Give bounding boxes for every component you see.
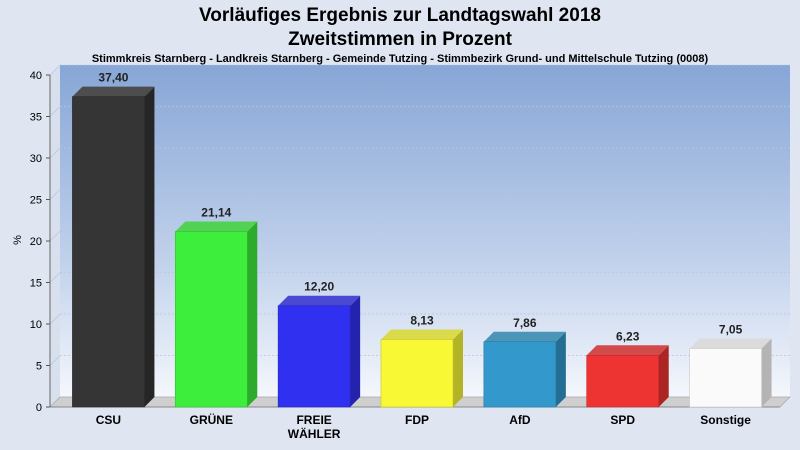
grid-line-depth (49, 272, 61, 283)
bar (380, 329, 463, 408)
bar-top (689, 338, 772, 349)
bar (483, 331, 566, 408)
bar-side (761, 338, 772, 407)
bar-top (175, 221, 258, 232)
grid-line-depth (49, 355, 61, 366)
bar (586, 345, 669, 408)
bar-front (277, 305, 351, 408)
x-tick-label: Sonstige (700, 413, 751, 427)
x-tick-label: FDP (405, 413, 429, 427)
grid-line-depth (49, 230, 61, 242)
bar-side (144, 86, 155, 407)
bar-top (586, 345, 669, 356)
bar (689, 338, 772, 408)
x-tick-label: SPD (610, 413, 635, 427)
bars (72, 86, 772, 408)
grid-line-depth (49, 147, 61, 159)
bar-side (350, 295, 361, 407)
axes: 0 5 10 15 20 25 30 35 40 (30, 70, 780, 414)
y-tick-label: 5 (36, 361, 42, 373)
bar-side (555, 331, 566, 407)
grid-line-depth (49, 106, 61, 117)
chart-title: Vorläufiges Ergebnis zur Landtagswahl 20… (0, 4, 800, 52)
bar (72, 86, 155, 408)
grid-line-depth (49, 313, 61, 325)
bar-side (658, 345, 669, 407)
bar-front (689, 348, 762, 408)
data-label: 12,20 (304, 280, 334, 294)
bar-front (72, 96, 145, 408)
chart-subtitle: Stimmkreis Starnberg - Landkreis Starnbe… (91, 53, 709, 65)
bar-top (278, 295, 361, 306)
y-tick-label: 20 (30, 236, 42, 248)
y-tick-label: 40 (30, 70, 42, 82)
y-tick-label: 0 (36, 402, 42, 414)
bar (277, 295, 361, 408)
chart-title-line1: Vorläufiges Ergebnis zur Landtagswahl 20… (199, 5, 601, 26)
data-label: 8,13 (410, 314, 434, 328)
bar-side (453, 329, 463, 407)
data-label: 6,23 (616, 329, 640, 343)
grid-line-depth (49, 189, 61, 200)
x-tick-label: FREIE (296, 413, 331, 427)
bar-top (381, 329, 463, 340)
data-label: 7,86 (513, 316, 537, 330)
data-label: 21,14 (201, 206, 231, 220)
bar-front (380, 339, 454, 408)
x-tick-label: CSU (96, 413, 121, 427)
x-tick-label: AfD (509, 413, 531, 427)
bar-front (586, 354, 660, 408)
grid-line-depth (49, 64, 61, 76)
y-tick-label: 10 (30, 319, 42, 331)
y-axis-label: % (12, 235, 24, 245)
bar (174, 221, 258, 408)
bar-top (483, 331, 566, 342)
bar-top (72, 86, 155, 97)
chart-title-line2: Zweitstimmen in Prozent (288, 29, 512, 50)
bar-front (174, 231, 248, 408)
bar-side (247, 221, 258, 407)
x-tick-label: WÄHLER (288, 426, 341, 441)
y-tick-label: 35 (30, 112, 42, 124)
x-tick-label: GRÜNE (190, 412, 233, 427)
data-label: 7,05 (719, 322, 743, 336)
bar-front (483, 341, 557, 408)
y-tick-label: 15 (30, 278, 42, 290)
y-tick-label: 25 (30, 195, 42, 207)
data-label: 37,40 (98, 71, 128, 85)
y-tick-label: 30 (30, 153, 42, 165)
